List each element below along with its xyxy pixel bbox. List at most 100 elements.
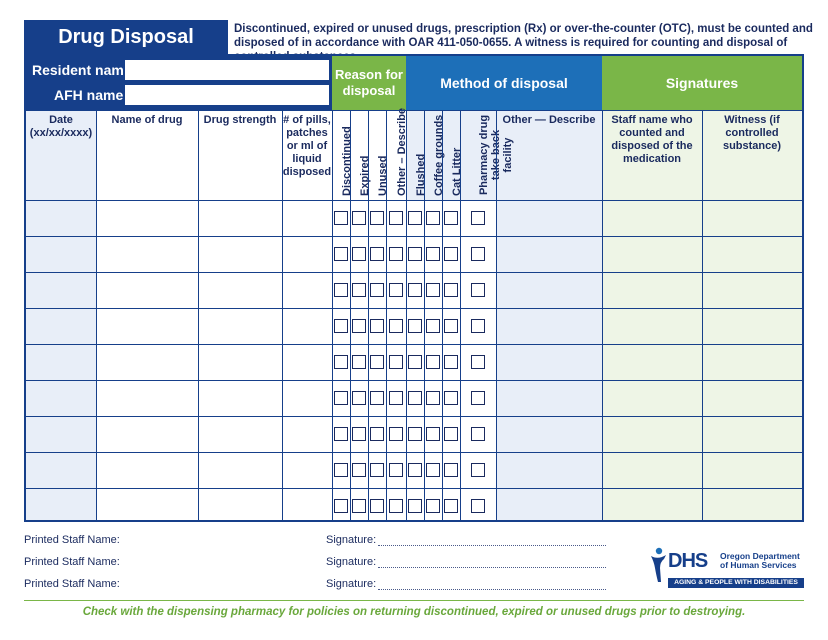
flushed-checkbox[interactable] xyxy=(408,391,422,405)
other-describe-checkbox[interactable] xyxy=(389,319,403,333)
dhs-letters: DHS xyxy=(668,550,708,572)
bottom-divider xyxy=(24,600,804,601)
column-divider xyxy=(96,110,97,520)
coffee-grounds-checkbox[interactable] xyxy=(426,355,440,369)
other-describe-checkbox[interactable] xyxy=(389,391,403,405)
unused-checkbox[interactable] xyxy=(370,499,384,513)
pharmacy-takeback-checkbox[interactable] xyxy=(471,319,485,333)
flushed-checkbox[interactable] xyxy=(408,499,422,513)
flushed-checkbox[interactable] xyxy=(408,463,422,477)
discontinued-checkbox[interactable] xyxy=(334,283,348,297)
discontinued-checkbox[interactable] xyxy=(334,247,348,261)
discontinued-checkbox[interactable] xyxy=(334,499,348,513)
other-column-bg xyxy=(496,110,602,520)
unused-checkbox[interactable] xyxy=(370,355,384,369)
flushed-checkbox[interactable] xyxy=(408,427,422,441)
flushed-checkbox[interactable] xyxy=(408,355,422,369)
strength-column-header: Drug strength xyxy=(203,114,277,126)
cat-litter-checkbox[interactable] xyxy=(444,427,458,441)
coffee-grounds-checkbox[interactable] xyxy=(426,391,440,405)
staff-column-header: Staff name who counted and disposed of t… xyxy=(611,114,693,165)
other-describe-checkbox[interactable] xyxy=(389,283,403,297)
pharmacy-takeback-checkbox[interactable] xyxy=(471,499,485,513)
pharmacy-takeback-checkbox[interactable] xyxy=(471,247,485,261)
flushed-checkbox[interactable] xyxy=(408,247,422,261)
expired-checkbox[interactable] xyxy=(352,211,366,225)
discontinued-checkbox[interactable] xyxy=(334,427,348,441)
pharmacy-takeback-checkbox[interactable] xyxy=(471,463,485,477)
other-describe-checkbox[interactable] xyxy=(389,463,403,477)
coffee-grounds-checkbox[interactable] xyxy=(426,463,440,477)
coffee-grounds-checkbox[interactable] xyxy=(426,499,440,513)
discontinued-checkbox[interactable] xyxy=(334,211,348,225)
table-row[interactable] xyxy=(26,272,802,308)
coffee-grounds-checkbox[interactable] xyxy=(426,319,440,333)
other-describe-checkbox[interactable] xyxy=(389,247,403,261)
coffee-grounds-checkbox[interactable] xyxy=(426,247,440,261)
column-divider xyxy=(602,110,603,520)
other-describe-checkbox[interactable] xyxy=(389,355,403,369)
expired-checkbox[interactable] xyxy=(352,319,366,333)
discontinued-checkbox[interactable] xyxy=(334,463,348,477)
cat-litter-checkbox[interactable] xyxy=(444,247,458,261)
expired-checkbox[interactable] xyxy=(352,355,366,369)
pharmacy-takeback-checkbox[interactable] xyxy=(471,283,485,297)
signature-line[interactable] xyxy=(378,545,606,546)
flushed-checkbox[interactable] xyxy=(408,319,422,333)
table-row[interactable] xyxy=(26,308,802,344)
expired-checkbox[interactable] xyxy=(352,463,366,477)
table-row[interactable] xyxy=(26,488,802,524)
flushed-checkbox[interactable] xyxy=(408,283,422,297)
pharmacy-takeback-checkbox[interactable] xyxy=(471,355,485,369)
afh-name-field[interactable] xyxy=(124,84,330,106)
other-describe-checkbox[interactable] xyxy=(389,427,403,441)
discontinued-checkbox[interactable] xyxy=(334,391,348,405)
table-row[interactable] xyxy=(26,416,802,452)
resident-name-field[interactable] xyxy=(124,59,330,81)
table-row[interactable] xyxy=(26,344,802,380)
table-row[interactable] xyxy=(26,452,802,488)
pharmacy-takeback-checkbox[interactable] xyxy=(471,427,485,441)
unused-checkbox[interactable] xyxy=(370,319,384,333)
other-describe-checkbox[interactable] xyxy=(389,211,403,225)
table-row[interactable] xyxy=(26,380,802,416)
signature-line[interactable] xyxy=(378,589,606,590)
unused-checkbox[interactable] xyxy=(370,427,384,441)
unused-checkbox[interactable] xyxy=(370,463,384,477)
column-divider xyxy=(424,110,425,520)
discontinued-checkbox[interactable] xyxy=(334,355,348,369)
coffee-grounds-checkbox[interactable] xyxy=(426,427,440,441)
table-row[interactable] xyxy=(26,200,802,236)
cat-litter-checkbox[interactable] xyxy=(444,211,458,225)
column-divider xyxy=(406,110,407,520)
column-divider xyxy=(386,110,387,520)
unused-checkbox[interactable] xyxy=(370,211,384,225)
cat-litter-checkbox[interactable] xyxy=(444,319,458,333)
signature-label: Signature: xyxy=(326,578,377,590)
cat-litter-checkbox[interactable] xyxy=(444,463,458,477)
cat-litter-checkbox[interactable] xyxy=(444,355,458,369)
signature-line[interactable] xyxy=(378,567,606,568)
cat-litter-checkbox[interactable] xyxy=(444,283,458,297)
other-describe-column-header: Other – Describe xyxy=(386,108,408,200)
coffee-grounds-checkbox[interactable] xyxy=(426,211,440,225)
unused-checkbox[interactable] xyxy=(370,391,384,405)
witness-column-header: Witness (if controlled substance) xyxy=(722,114,782,152)
flushed-checkbox[interactable] xyxy=(408,211,422,225)
unused-checkbox[interactable] xyxy=(370,283,384,297)
discontinued-checkbox[interactable] xyxy=(334,319,348,333)
expired-checkbox[interactable] xyxy=(352,499,366,513)
row-divider xyxy=(26,110,802,111)
pharmacy-takeback-checkbox[interactable] xyxy=(471,391,485,405)
expired-checkbox[interactable] xyxy=(352,391,366,405)
cat-litter-checkbox[interactable] xyxy=(444,391,458,405)
unused-checkbox[interactable] xyxy=(370,247,384,261)
expired-checkbox[interactable] xyxy=(352,247,366,261)
pharmacy-takeback-checkbox[interactable] xyxy=(471,211,485,225)
table-row[interactable] xyxy=(26,236,802,272)
other-describe-checkbox[interactable] xyxy=(389,499,403,513)
coffee-grounds-checkbox[interactable] xyxy=(426,283,440,297)
expired-checkbox[interactable] xyxy=(352,283,366,297)
cat-litter-checkbox[interactable] xyxy=(444,499,458,513)
expired-checkbox[interactable] xyxy=(352,427,366,441)
